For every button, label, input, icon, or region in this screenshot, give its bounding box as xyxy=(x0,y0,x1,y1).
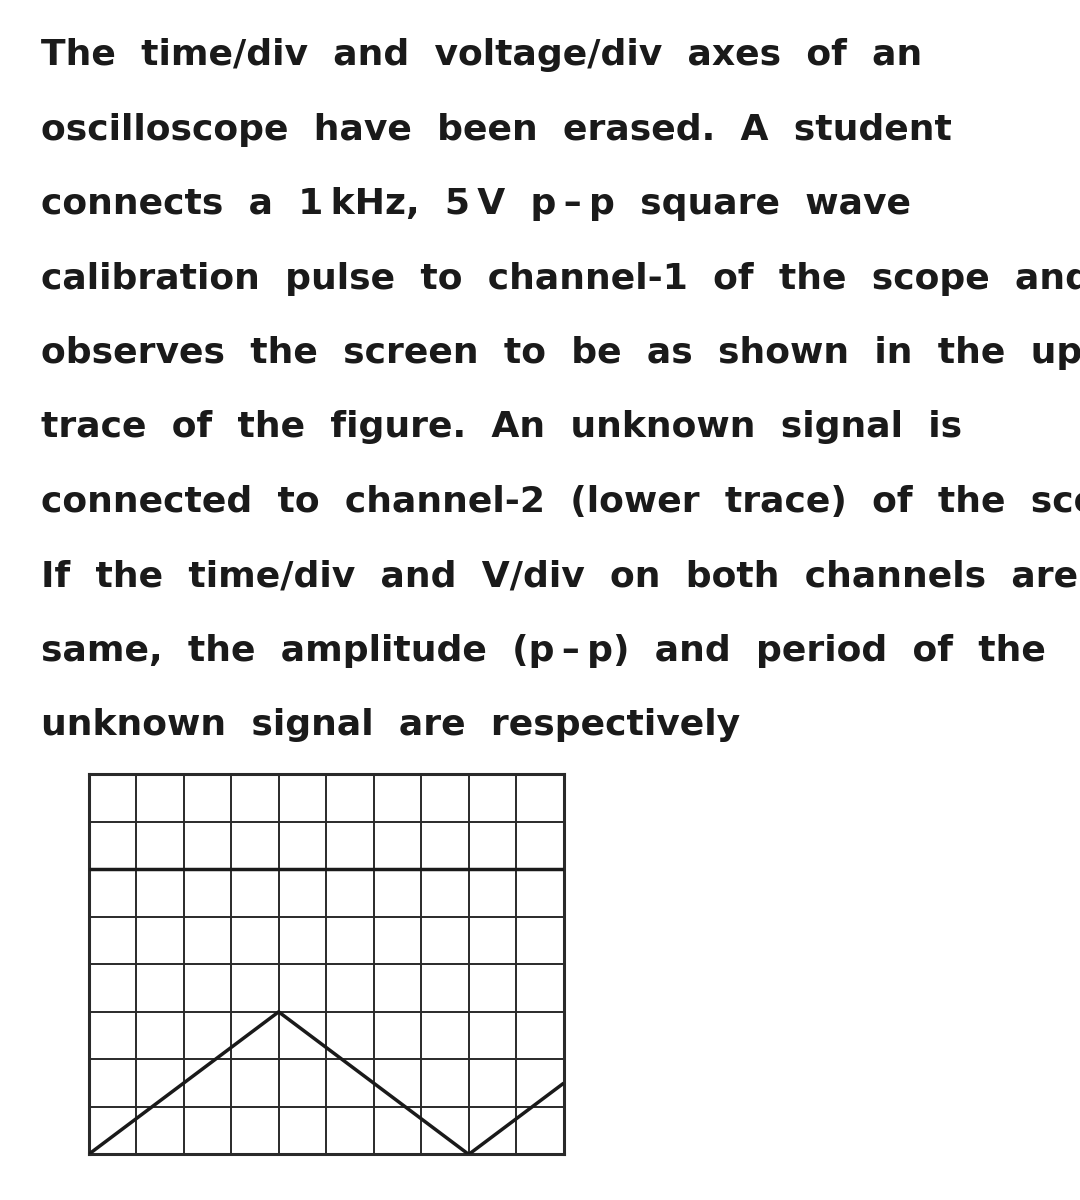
Text: connected  to  channel-2  (lower  trace)  of  the  scope.: connected to channel-2 (lower trace) of … xyxy=(41,485,1080,518)
Text: observes  the  screen  to  be  as  shown  in  the  upper: observes the screen to be as shown in th… xyxy=(41,336,1080,370)
Text: connects  a  1 kHz,  5 V  p – p  square  wave: connects a 1 kHz, 5 V p – p square wave xyxy=(41,187,912,221)
Text: If  the  time/div  and  V/div  on  both  channels  are  the: If the time/div and V/div on both channe… xyxy=(41,559,1080,593)
Text: calibration  pulse  to  channel-1  of  the  scope  and: calibration pulse to channel-1 of the sc… xyxy=(41,262,1080,295)
Text: unknown  signal  are  respectively: unknown signal are respectively xyxy=(41,708,740,742)
Text: same,  the  amplitude  (p – p)  and  period  of  the: same, the amplitude (p – p) and period o… xyxy=(41,634,1045,667)
Text: trace  of  the  figure.  An  unknown  signal  is: trace of the figure. An unknown signal i… xyxy=(41,410,962,444)
Text: The  time/div  and  voltage/div  axes  of  an: The time/div and voltage/div axes of an xyxy=(41,38,922,72)
Text: oscilloscope  have  been  erased.  A  student: oscilloscope have been erased. A student xyxy=(41,113,951,146)
